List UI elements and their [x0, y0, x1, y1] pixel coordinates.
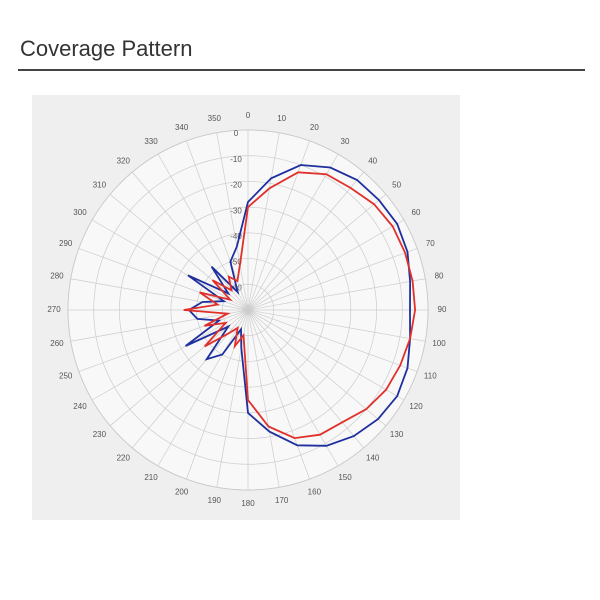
theta-tick-label: 290 [59, 239, 73, 248]
theta-tick-label: 150 [338, 473, 352, 482]
grid-spoke [247, 171, 364, 311]
theta-tick-label: 260 [50, 339, 64, 348]
theta-tick-label: 100 [432, 339, 446, 348]
grid-spoke [216, 309, 249, 488]
grid-spoke [247, 309, 418, 372]
grid-spoke [132, 171, 249, 311]
grid-spoke [247, 248, 418, 311]
theta-tick-label: 80 [435, 271, 444, 280]
theta-tick-label: 120 [409, 402, 423, 411]
r-tick-label: -30 [230, 206, 242, 215]
grid-spoke [247, 194, 387, 311]
grid-spoke [247, 309, 387, 426]
grid-spoke [247, 132, 280, 311]
theta-tick-label: 210 [144, 473, 158, 482]
theta-tick-label: 0 [246, 111, 251, 120]
grid-spoke [70, 309, 249, 342]
grid-spoke [247, 309, 310, 480]
theta-tick-label: 340 [175, 123, 189, 132]
title-rule [18, 69, 585, 71]
theta-tick-label: 40 [368, 156, 377, 165]
theta-tick-label: 130 [390, 430, 404, 439]
theta-tick-label: 70 [426, 239, 435, 248]
theta-tick-label: 110 [424, 371, 437, 380]
theta-tick-label: 250 [59, 371, 73, 380]
grid-spoke [216, 132, 249, 311]
grid-spoke [91, 309, 249, 401]
theta-tick-label: 170 [275, 496, 289, 505]
theta-tick-label: 200 [175, 487, 189, 496]
grid-spoke [247, 309, 405, 401]
theta-tick-label: 30 [341, 137, 350, 146]
pattern-line [183, 171, 417, 440]
grid-spoke [247, 309, 364, 449]
grid-spoke [247, 309, 339, 467]
theta-tick-label: 60 [412, 208, 421, 217]
theta-tick-label: 230 [93, 430, 107, 439]
theta-tick-label: 50 [392, 180, 401, 189]
grid-spoke [78, 248, 249, 311]
theta-tick-label: 350 [208, 114, 222, 123]
grid-spoke [109, 309, 249, 426]
pattern-line [185, 164, 412, 447]
grid-spoke [91, 219, 249, 311]
grid-spoke [247, 153, 339, 311]
grid-spoke [247, 309, 426, 342]
theta-tick-label: 300 [73, 208, 87, 217]
theta-tick-label: 140 [366, 454, 380, 463]
r-tick-label: -40 [230, 232, 242, 241]
r-tick-label: -50 [230, 258, 242, 267]
grid-spoke [247, 278, 426, 311]
theta-tick-label: 270 [47, 305, 61, 314]
r-tick-label: -20 [230, 181, 242, 190]
theta-tick-label: 180 [241, 499, 255, 508]
grid-spoke [247, 309, 280, 488]
theta-tick-label: 310 [93, 180, 107, 189]
theta-tick-label: 280 [50, 271, 64, 280]
theta-tick-label: 220 [117, 454, 131, 463]
theta-tick-label: 90 [438, 305, 447, 314]
grid-spoke [247, 219, 405, 311]
grid-spoke [157, 309, 249, 467]
grid-spoke [247, 140, 310, 311]
grid-spoke [109, 194, 249, 311]
theta-tick-label: 160 [308, 487, 322, 496]
grid-spoke [157, 153, 249, 311]
theta-tick-label: 10 [277, 114, 286, 123]
theta-tick-label: 240 [73, 402, 87, 411]
grid-spoke [186, 309, 249, 480]
r-tick-label: -10 [230, 155, 242, 164]
theta-tick-label: 20 [310, 123, 319, 132]
r-tick-label: 0 [234, 129, 239, 138]
theta-tick-label: 330 [144, 137, 158, 146]
page-title: Coverage Pattern [20, 36, 193, 61]
theta-tick-label: 190 [208, 496, 222, 505]
theta-tick-label: 320 [117, 156, 131, 165]
